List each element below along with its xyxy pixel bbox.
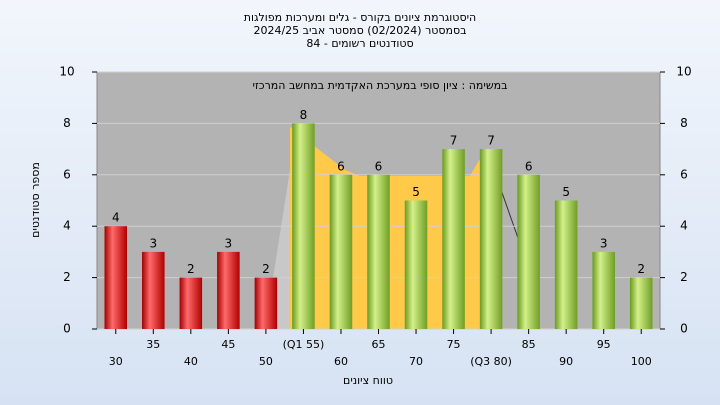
x-tick-label: 75 xyxy=(447,338,461,351)
data-label: 3 xyxy=(225,236,233,250)
x-tick-label: 45 xyxy=(221,338,235,351)
subtitle: בסמסטר (02/2024) סמסטר אביב 2024/25 xyxy=(253,24,466,37)
bar xyxy=(329,174,353,329)
data-label: 5 xyxy=(412,185,420,199)
bar xyxy=(404,200,428,329)
y-tick-label: 8 xyxy=(63,116,71,130)
y-tick-label: 10 xyxy=(59,65,74,79)
x-tick-label: 90 xyxy=(559,355,573,368)
y2-tick-label: 4 xyxy=(680,219,688,233)
y2-tick-label: 8 xyxy=(680,116,688,130)
data-label: 2 xyxy=(637,262,645,276)
bar xyxy=(592,251,615,329)
data-label: 3 xyxy=(600,236,608,250)
y-tick-label: 6 xyxy=(63,167,71,181)
data-label: 5 xyxy=(562,185,570,199)
data-label: 7 xyxy=(450,134,458,148)
y2-tick-label: 10 xyxy=(676,65,691,79)
bar xyxy=(367,174,390,329)
x-tick-label: (Q1 55) xyxy=(283,338,325,351)
x-tick-label: 30 xyxy=(109,355,123,368)
x-tick-label: 50 xyxy=(259,355,273,368)
bar xyxy=(554,200,578,329)
bar xyxy=(142,251,165,329)
bar xyxy=(517,174,540,329)
bar xyxy=(479,149,503,329)
x-tick-label: 70 xyxy=(409,355,423,368)
title: היסטוגרמת ציונים בקורס - גלים ומערכות מפ… xyxy=(244,11,476,24)
data-label: 2 xyxy=(262,262,270,276)
annotation: במשימה : ציון סופי במערכת האקדמית במחשב … xyxy=(253,79,508,92)
x-tick-label: 95 xyxy=(597,338,611,351)
bar xyxy=(292,123,315,330)
y2-tick-label: 6 xyxy=(680,167,688,181)
bar xyxy=(179,277,203,329)
x-tick-label: (Q3 80) xyxy=(470,355,512,368)
bar xyxy=(104,226,128,329)
data-label: 6 xyxy=(375,159,383,173)
y-tick-label: 2 xyxy=(63,270,71,284)
x-tick-label: 65 xyxy=(372,338,386,351)
data-label: 3 xyxy=(149,236,157,250)
data-label: 8 xyxy=(300,108,308,122)
y-tick-label: 0 xyxy=(63,322,71,336)
y-tick-label: 4 xyxy=(63,219,71,233)
data-label: 6 xyxy=(525,159,533,173)
bar xyxy=(629,277,653,329)
x-tick-label: 85 xyxy=(522,338,536,351)
data-label: 6 xyxy=(337,159,345,173)
bar xyxy=(254,277,278,329)
y2-tick-label: 0 xyxy=(680,322,688,336)
bar xyxy=(442,149,465,329)
x-tick-label: 60 xyxy=(334,355,348,368)
x-axis-label: טווח ציונים xyxy=(343,374,393,387)
x-tick-label: 40 xyxy=(184,355,198,368)
data-label: 4 xyxy=(112,211,120,225)
bar xyxy=(217,251,240,329)
data-label: 2 xyxy=(187,262,195,276)
y2-tick-label: 2 xyxy=(680,270,688,284)
x-tick-label: 100 xyxy=(631,355,652,368)
data-label: 7 xyxy=(487,134,495,148)
x-tick-label: 35 xyxy=(146,338,160,351)
y-axis-label: מספר סטודנטים xyxy=(29,162,42,238)
subtitle: סטודנטים רשומים - 84 xyxy=(306,37,413,50)
